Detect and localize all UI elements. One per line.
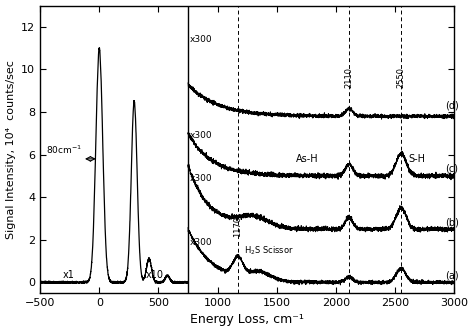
Text: 80cm$^{-1}$: 80cm$^{-1}$ [46,143,82,156]
X-axis label: Energy Loss, cm⁻¹: Energy Loss, cm⁻¹ [191,313,304,326]
Text: x300: x300 [189,131,212,140]
Text: (b): (b) [445,217,459,227]
Text: x300: x300 [189,36,212,44]
Text: (a): (a) [445,270,459,280]
Text: x300: x300 [189,174,212,183]
Text: 2110: 2110 [345,66,354,88]
Text: (d): (d) [445,101,459,111]
Text: x300: x300 [189,238,212,247]
Text: S-H: S-H [408,154,425,164]
Text: 2550: 2550 [397,66,406,88]
Text: H$_2$S Scissor: H$_2$S Scissor [244,244,293,257]
Text: (c): (c) [445,164,458,174]
Text: 1170: 1170 [233,215,242,237]
Text: As-H: As-H [296,154,319,164]
Text: x1: x1 [63,270,74,280]
Text: x10: x10 [146,270,164,280]
Y-axis label: Signal Intensity, 10⁴  counts/sec: Signal Intensity, 10⁴ counts/sec [6,60,16,239]
